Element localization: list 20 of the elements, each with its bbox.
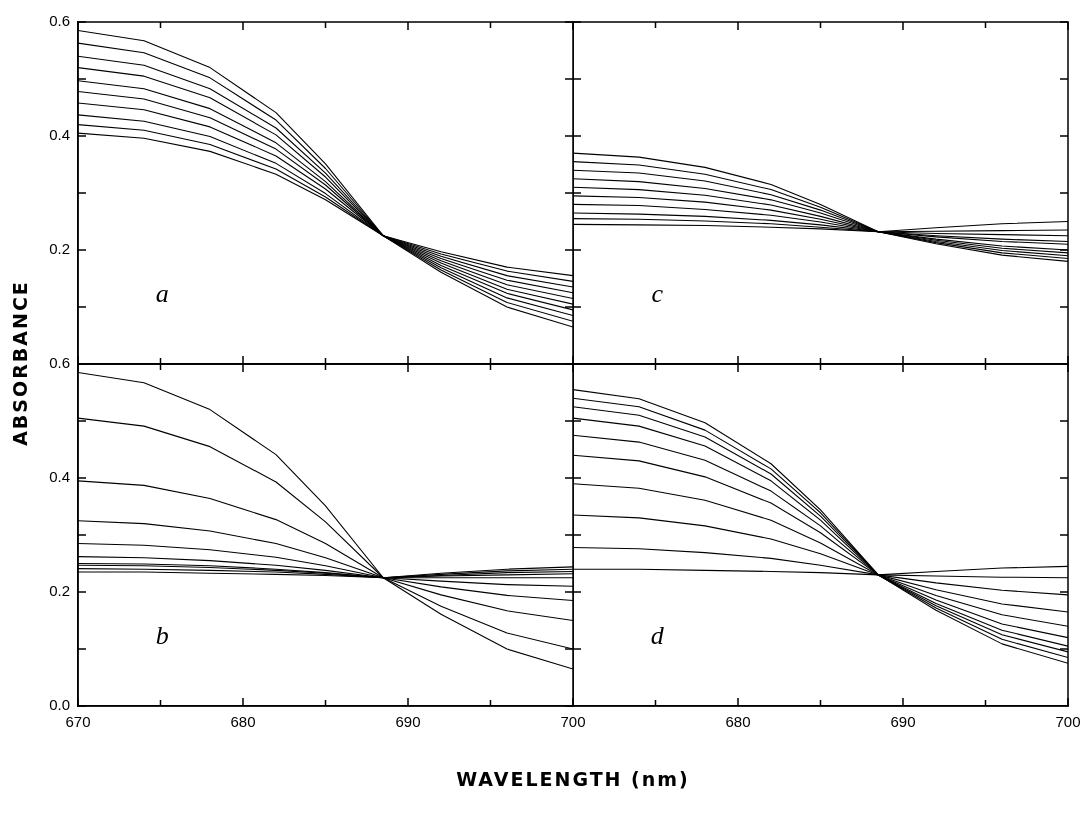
x-tick-label: 680 [230, 713, 256, 731]
annotation: c [651, 279, 664, 309]
x-tick-label: 680 [725, 713, 751, 731]
x-tick-label: 690 [890, 713, 916, 731]
y-tick-label: 0.2 [49, 582, 70, 600]
y-tick-label: 0.4 [49, 468, 70, 486]
annotation: a [155, 279, 169, 309]
x-axis-title: WAVELENGTH (nm) [455, 768, 691, 790]
y-axis-title: ABSORBANCE [9, 279, 31, 448]
x-tick-label: 700 [560, 713, 586, 731]
y-tick-label: 0.2 [49, 240, 70, 258]
y-tick-label: 0.6 [49, 12, 70, 30]
y-tick-label: 0.4 [49, 126, 70, 144]
annotation: b [155, 621, 169, 651]
y-tick-label: 0.6 [49, 354, 70, 372]
x-tick-label: 670 [65, 713, 91, 731]
annotation: d [650, 621, 665, 651]
x-tick-label: 690 [395, 713, 421, 731]
x-tick-label: 700 [1055, 713, 1081, 731]
y-tick-label: 0.0 [49, 696, 70, 714]
